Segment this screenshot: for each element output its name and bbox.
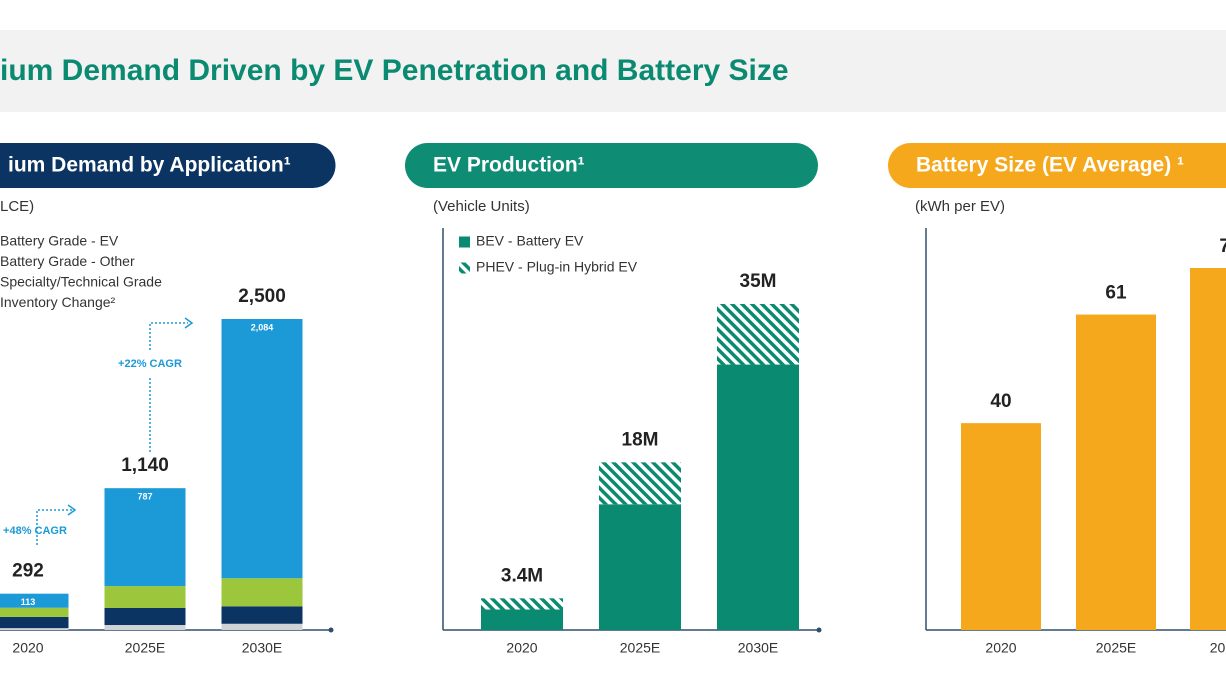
total-label: 18M: [622, 429, 659, 450]
legend-label: BEV - Battery EV: [476, 233, 584, 249]
legend-label: Battery Grade - Other: [0, 253, 135, 269]
x-tick-label: 2025E: [125, 640, 165, 656]
bar-segment: [104, 607, 186, 626]
legend-marker: [459, 262, 470, 274]
segment-label: 787: [137, 492, 152, 502]
page-title: ium Demand Driven by EV Penetration and …: [0, 54, 789, 87]
axis-end: [816, 627, 822, 633]
legend-label: Specialty/Technical Grade: [0, 274, 162, 290]
annotation: +48% CAGR: [3, 525, 67, 537]
x-tick-label: 2020: [12, 640, 43, 656]
value-label: 61: [1105, 283, 1127, 304]
segment-label: 2,084: [251, 322, 274, 332]
bar: [961, 423, 1041, 630]
legend-marker: [459, 236, 470, 248]
arrow-head: [184, 317, 194, 329]
x-tick-label: 2020: [985, 640, 1016, 656]
legend-label: PHEV - Plug-in Hybrid EV: [476, 259, 638, 275]
bar-segment: [221, 606, 303, 624]
total-label: 35M: [740, 271, 777, 292]
bar-segment: [221, 623, 303, 630]
bar-segment: [221, 319, 303, 579]
bar: [1076, 314, 1156, 630]
heading-pill: [888, 143, 1226, 188]
bar-segment: [104, 586, 186, 608]
legend-label: Inventory Change²: [0, 294, 116, 310]
legend-label: Battery Grade - EV: [0, 233, 119, 249]
units-label: (kWh per EV): [915, 198, 1005, 215]
arrow-head: [67, 504, 77, 516]
bar-segment: [0, 616, 69, 629]
header-band: [0, 30, 1226, 112]
x-tick-label: 2020: [506, 640, 537, 656]
chart-heading: Battery Size (EV Average) ¹: [916, 154, 1184, 177]
x-tick-label: 2030E: [738, 640, 778, 656]
units-label: LCE): [0, 198, 34, 215]
bar-segment: [104, 625, 186, 630]
cagr-arrow: [149, 322, 188, 452]
bar-segment: [717, 304, 799, 365]
x-tick-label: 2025E: [1096, 640, 1136, 656]
bar-segment: [717, 364, 799, 630]
bar-segment: [599, 462, 681, 505]
units-label: (Vehicle Units): [433, 198, 530, 215]
bar-segment: [0, 607, 69, 617]
chart-heading: EV Production¹: [433, 154, 585, 177]
bar-segment: [0, 593, 69, 608]
bar-segment: [104, 488, 186, 587]
axis-end: [328, 627, 334, 633]
annotation: +22% CAGR: [118, 358, 182, 370]
total-label: 3.4M: [501, 565, 543, 586]
x-tick-label: 2030E: [242, 640, 282, 656]
value-label: 40: [990, 391, 1011, 412]
total-label: 2,500: [238, 286, 286, 307]
bar: [1190, 268, 1226, 630]
x-tick-label: 2025E: [620, 640, 660, 656]
total-label: 1,140: [121, 455, 169, 476]
segment-label: 113: [21, 597, 36, 607]
bar-segment: [599, 504, 681, 630]
bar-segment: [0, 628, 69, 630]
bar-segment: [481, 598, 563, 610]
total-label: 292: [12, 561, 44, 582]
bar-segment: [221, 578, 303, 607]
value-label: 70: [1219, 236, 1226, 257]
chart-heading: ium Demand by Application¹: [8, 154, 291, 177]
bar-segment: [481, 609, 563, 630]
heading-pill: [0, 143, 336, 188]
heading-pill: [405, 143, 818, 188]
x-tick-label: 2030E: [1210, 640, 1226, 656]
